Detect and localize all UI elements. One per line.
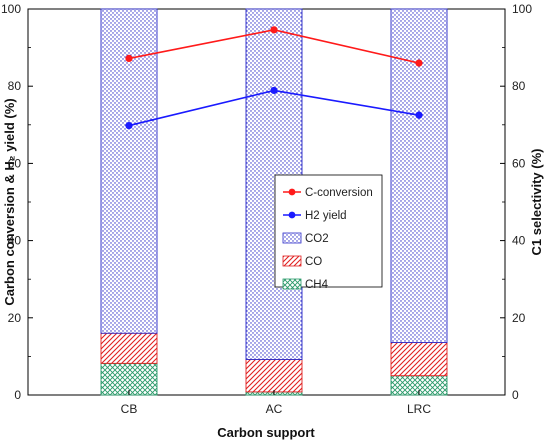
legend-swatch-ch4	[282, 278, 302, 290]
y-right-tick-label: 20	[512, 311, 526, 325]
legend-label-h2-yield: H2 yield	[305, 210, 347, 222]
legend: C-conversion H2 yield CO2 CO CH4	[274, 174, 383, 291]
bar-co-ac	[245, 359, 303, 393]
y-right-tick-label: 40	[512, 234, 526, 248]
x-tick-label-ac: AC	[266, 402, 283, 416]
point-h2-yield-ac	[270, 86, 278, 95]
legend-label-co2: CO2	[305, 233, 329, 245]
y-right-tick-label: 0	[512, 388, 519, 402]
legend-label-co: CO	[305, 256, 322, 268]
bar-co-lrc	[390, 342, 448, 377]
legend-label-c-conversion: C-conversion	[305, 187, 373, 199]
axes-layer: 0 0 20 20 40 40 60 60 80 80 100 100 CB AC LRC	[1, 2, 532, 416]
legend-swatch-co	[282, 255, 302, 267]
y-left-tick-label: 80	[8, 79, 22, 93]
bar-co-cb	[100, 332, 158, 364]
point-h2-yield-cb	[125, 121, 133, 130]
x-axis-title: Carbon support	[217, 425, 315, 440]
y-left-tick-label: 20	[8, 311, 22, 325]
legend-marker-c-conversion	[288, 188, 296, 196]
y-axis-right-title: C1 selectivity (%)	[529, 149, 544, 256]
y-right-tick-label: 60	[512, 156, 526, 170]
y-axis-left-title: Carbon conversion & H₂ yield (%)	[2, 98, 17, 305]
y-right-tick-label: 80	[512, 79, 526, 93]
y-left-tick-label: 60	[8, 156, 22, 170]
point-h2-yield-lrc	[415, 111, 423, 119]
point-c-conversion-lrc	[415, 59, 423, 67]
legend-marker-h2-yield	[288, 211, 296, 219]
lines-layer	[125, 26, 423, 130]
point-c-conversion-ac	[270, 26, 278, 34]
point-c-conversion-cb	[125, 54, 133, 63]
legend-label-ch4: CH4	[305, 279, 329, 291]
legend-swatch-co2	[282, 232, 302, 244]
y-left-tick-label: 40	[8, 234, 22, 248]
bars-layer	[100, 8, 448, 396]
x-tick-label-lrc: LRC	[407, 402, 431, 416]
y-right-tick-label: 100	[512, 2, 532, 16]
bar-co2-cb	[100, 8, 158, 334]
y-left-tick-label: 100	[1, 2, 21, 16]
y-left-tick-label: 0	[14, 388, 21, 402]
x-tick-label-cb: CB	[121, 402, 138, 416]
